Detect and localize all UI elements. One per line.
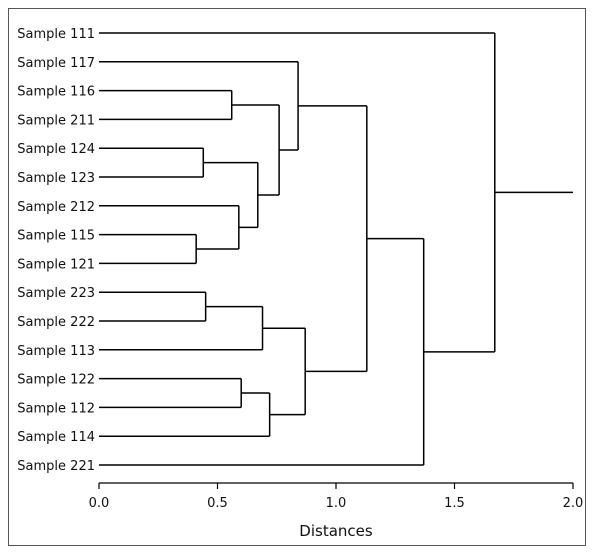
leaf-label: Sample 124 — [17, 142, 95, 157]
x-tick-label: 0.5 — [207, 496, 228, 511]
leaf-label: Sample 123 — [17, 171, 95, 186]
leaf-label: Sample 221 — [17, 459, 95, 474]
x-axis-title: Distances — [299, 522, 373, 540]
leaf-label: Sample 222 — [17, 315, 95, 330]
leaf-label: Sample 121 — [17, 257, 95, 272]
leaf-label: Sample 223 — [17, 286, 95, 301]
leaf-label: Sample 113 — [17, 344, 95, 359]
x-tick-label: 1.5 — [444, 496, 465, 511]
dendrogram-links — [99, 32, 573, 466]
x-tick-label: 1.0 — [326, 496, 347, 511]
x-tick-label: 0.0 — [89, 496, 110, 511]
leaf-labels: Sample 111 Sample 117 Sample 116 Sample 211… — [17, 27, 95, 474]
x-axis: 0.0 0.5 1.0 1.5 2.0 Distances — [89, 482, 584, 540]
leaf-label: Sample 117 — [17, 56, 95, 71]
leaf-label: Sample 116 — [17, 85, 95, 100]
leaf-label: Sample 122 — [17, 373, 95, 388]
leaf-label: Sample 211 — [17, 113, 95, 128]
leaf-label: Sample 212 — [17, 200, 95, 215]
leaf-label: Sample 111 — [17, 27, 95, 42]
x-tick-label: 2.0 — [563, 496, 584, 511]
x-axis-ticks: 0.0 0.5 1.0 1.5 2.0 — [89, 483, 584, 511]
leaf-label: Sample 115 — [17, 229, 95, 244]
dendrogram-chart: Sample 111 Sample 117 Sample 116 Sample 211… — [17, 27, 584, 540]
leaf-label: Sample 112 — [17, 401, 95, 416]
chart-frame: Sample 111 Sample 117 Sample 116 Sample 211… — [8, 8, 586, 546]
leaf-label: Sample 114 — [17, 430, 95, 445]
